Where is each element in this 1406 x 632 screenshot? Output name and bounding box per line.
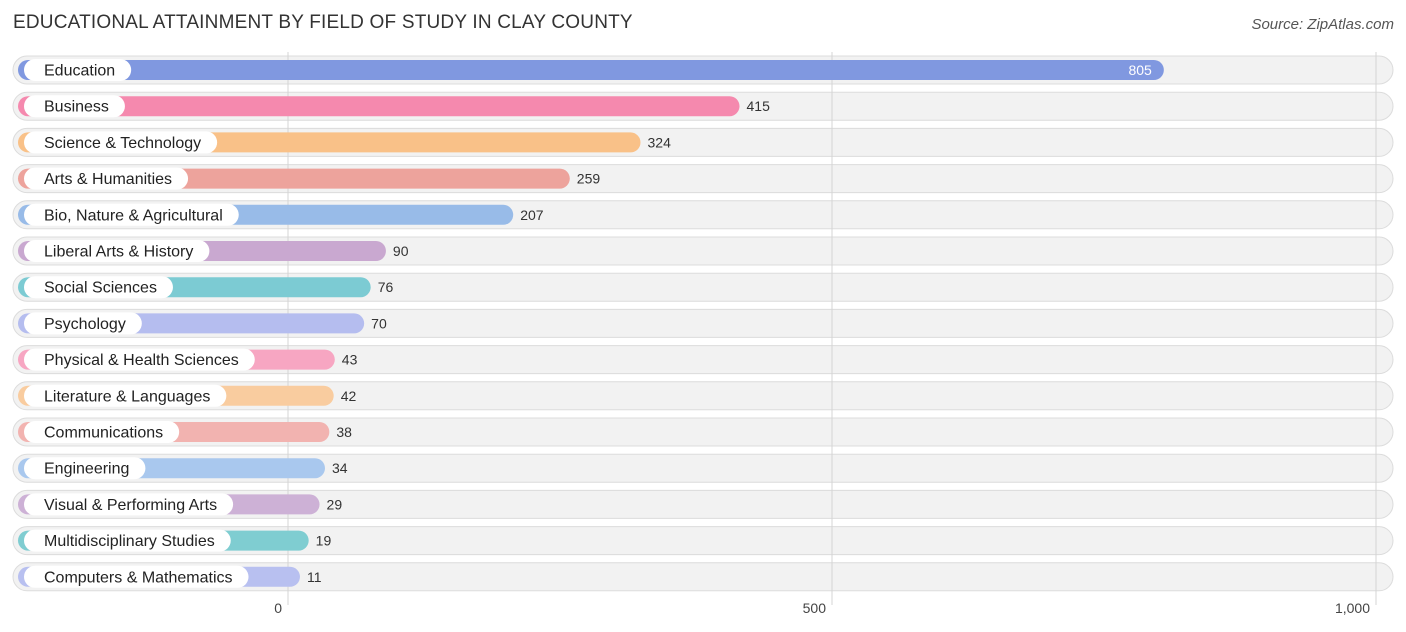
bar-row: Physical & Health Sciences 43: [18, 348, 358, 371]
value-label: 38: [336, 424, 352, 440]
bar: [18, 60, 1164, 80]
bar-row: Literature & Languages 42: [18, 384, 357, 407]
bar: [18, 96, 740, 117]
row-background: [12, 417, 1394, 447]
category-label: Bio, Nature & Agricultural: [44, 207, 223, 224]
category-pill: [24, 276, 173, 299]
value-label: 43: [342, 352, 358, 368]
bar-row: Business 415: [18, 95, 771, 118]
category-label: Physical & Health Sciences: [44, 352, 239, 369]
category-label: Education: [44, 63, 115, 80]
category-label: Multidisciplinary Studies: [44, 533, 215, 550]
category-label: Literature & Languages: [44, 388, 210, 405]
bar-row: Communications 38: [18, 421, 352, 443]
row-background: [12, 345, 1394, 375]
category-pill: [24, 565, 249, 588]
category-label: Arts & Humanities: [44, 171, 172, 188]
category-label: Science & Technology: [44, 135, 201, 152]
category-label: Computers & Mathematics: [44, 569, 233, 586]
source-credit: Source: ZipAtlas.com: [1251, 16, 1394, 33]
category-pill: [24, 529, 231, 552]
category-label: Liberal Arts & History: [44, 244, 193, 261]
x-tick-label: 500: [803, 600, 827, 616]
bar-row: Arts & Humanities 259: [18, 167, 601, 190]
bar-row: Computers & Mathematics 11: [18, 565, 322, 588]
category-pill: [24, 240, 210, 262]
bar-row: Visual & Performing Arts 29: [18, 493, 343, 516]
bar-row: Bio, Nature & Agricultural 207: [18, 203, 544, 226]
bar-row: Psychology 70: [18, 312, 387, 335]
bar-row: Multidisciplinary Studies 19: [18, 529, 332, 552]
category-label: Psychology: [44, 316, 126, 333]
category-label: Engineering: [44, 461, 129, 478]
bar-row: Engineering 34: [18, 457, 348, 480]
category-pill: [24, 203, 239, 226]
category-label: Social Sciences: [44, 280, 157, 297]
bar-row: Education 805: [18, 59, 1164, 81]
chart-title: EDUCATIONAL ATTAINMENT BY FIELD OF STUDY…: [13, 12, 633, 33]
value-label: 70: [371, 315, 387, 331]
value-label: 259: [577, 171, 601, 187]
value-label: 415: [747, 98, 771, 114]
category-label: Communications: [44, 425, 163, 442]
value-label: 19: [316, 533, 332, 549]
category-pill: [24, 348, 255, 371]
value-label: 207: [520, 207, 544, 223]
value-label: 90: [393, 243, 409, 259]
category-pill: [24, 384, 227, 407]
category-label: Visual & Performing Arts: [44, 497, 217, 514]
x-tick-label: 1,000: [1335, 600, 1370, 616]
value-label: 42: [341, 388, 357, 404]
value-label: 324: [648, 134, 672, 150]
category-pill: [24, 493, 234, 516]
value-label: 11: [307, 569, 322, 585]
row-background: [12, 526, 1394, 556]
category-label: Business: [44, 99, 109, 116]
row-background: [12, 562, 1394, 592]
category-pill: [24, 95, 125, 118]
category-pill: [24, 131, 218, 154]
category-pill: [24, 167, 189, 190]
category-pill: [24, 312, 142, 335]
row-background: [12, 453, 1394, 483]
bar-row: Liberal Arts & History 90: [18, 240, 409, 262]
value-label: 34: [332, 460, 348, 476]
x-tick-label: 0: [274, 600, 282, 616]
value-label: 29: [327, 496, 343, 512]
bar-row: Science & Technology 324: [18, 131, 672, 154]
row-background: [12, 489, 1394, 519]
bar-row: Social Sciences 76: [18, 276, 394, 299]
value-label: 76: [378, 279, 394, 295]
value-label: 805: [1128, 62, 1152, 78]
category-pill: [24, 59, 132, 81]
category-pill: [24, 421, 180, 443]
category-pill: [24, 457, 146, 480]
row-background: [12, 381, 1394, 411]
